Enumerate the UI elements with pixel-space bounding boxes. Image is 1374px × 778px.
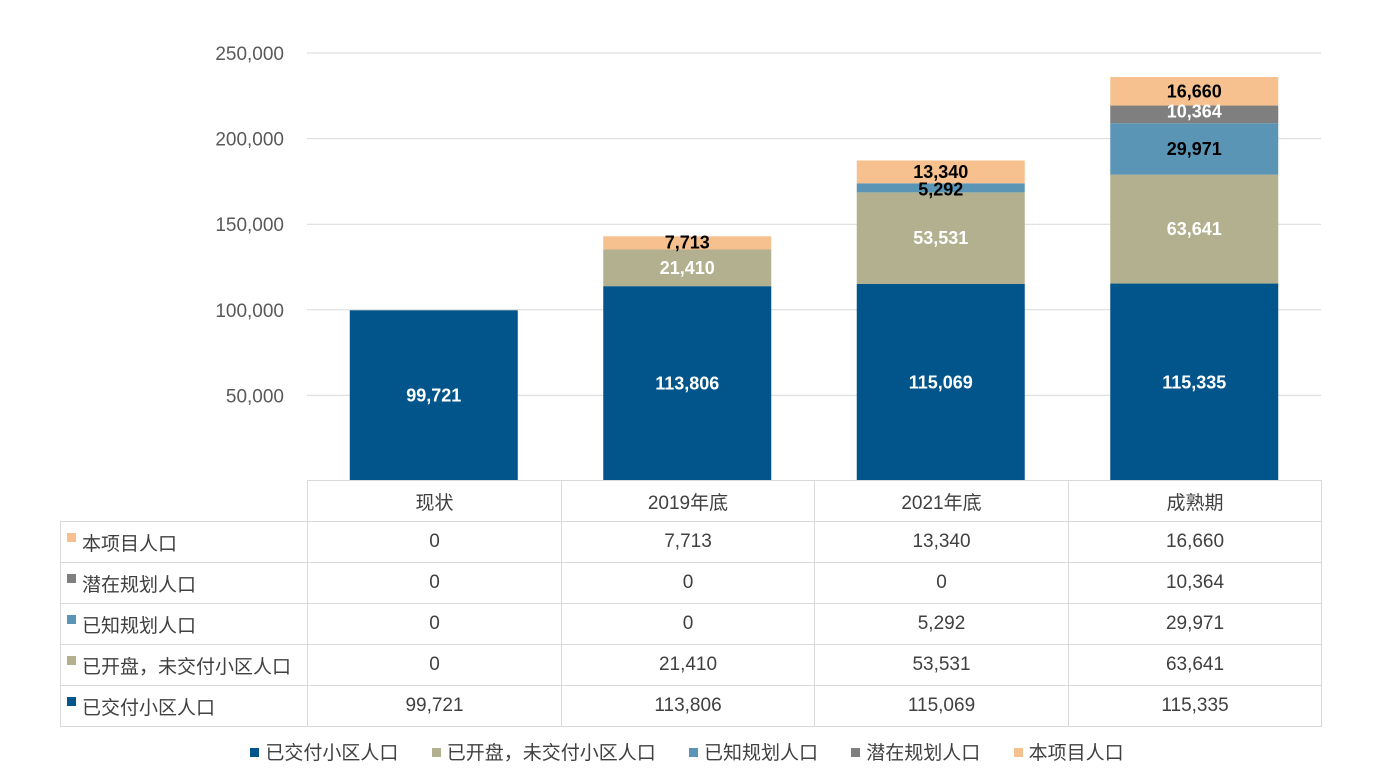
table-cell: 13,340 (814, 521, 1069, 563)
table-row-header: 潜在规划人口 (60, 562, 308, 604)
bar-value-label: 16,660 (1167, 81, 1222, 101)
bar-segment (856, 192, 1025, 285)
table-cell: 53,531 (814, 644, 1069, 686)
table-row-header: 本项目人口 (60, 521, 308, 563)
table-cell: 10,364 (1068, 562, 1322, 604)
table-cell: 115,335 (1068, 685, 1322, 727)
bar-value-label: 21,410 (660, 258, 715, 278)
table-header-cell: 2019年底 (561, 480, 815, 522)
legend-item: 已交付小区人口 (250, 738, 398, 765)
legend-square-icon (1013, 748, 1023, 757)
table-cell: 99,721 (307, 685, 562, 727)
bar-segment (603, 286, 772, 480)
bar-value-label: 115,069 (909, 373, 973, 393)
legend-label: 本项目人口 (1028, 743, 1124, 764)
legend-key-icon (67, 696, 76, 706)
legend-label: 已知规划人口 (703, 743, 818, 764)
bar-segment (1110, 77, 1279, 106)
table-header-cell: 现状 (307, 480, 562, 522)
row-label: 已交付小区人口 (82, 697, 216, 719)
table-cell: 113,806 (561, 685, 815, 727)
table-row-header: 已开盘，未交付小区人口 (60, 644, 308, 686)
legend-key-icon (67, 614, 76, 624)
legend-item: 已知规划人口 (688, 738, 818, 765)
table-cell: 0 (561, 603, 815, 645)
bar-segment (349, 310, 518, 480)
table-cell: 0 (307, 603, 562, 645)
table-cell: 21,410 (561, 644, 815, 686)
bar-value-label: 63,641 (1167, 219, 1222, 239)
table-header-row: 现状 2019年底 2021年底 成熟期 (60, 480, 1322, 522)
table-cell: 0 (307, 521, 562, 563)
table-cell: 0 (561, 562, 815, 604)
y-tick-label: 150,000 (215, 215, 284, 236)
table-cell: 0 (307, 562, 562, 604)
table-cell: 0 (814, 562, 1069, 604)
bar-segment (856, 183, 1025, 193)
table-cell: 16,660 (1068, 521, 1322, 563)
bar-segment (603, 249, 772, 287)
table-row: 已交付小区人口 99,721 113,806 115,069 115,335 (60, 685, 1322, 727)
table-row: 已开盘，未交付小区人口 0 21,410 53,531 63,641 (60, 644, 1322, 686)
y-tick-label: 200,000 (215, 130, 284, 151)
table-row: 潜在规划人口 0 0 0 10,364 (60, 562, 1322, 604)
table-row-header: 已知规划人口 (60, 603, 308, 645)
legend-key-icon (67, 655, 76, 665)
table-cell: 115,069 (814, 685, 1069, 727)
row-label: 已知规划人口 (82, 615, 197, 637)
bar-value-label: 115,335 (1162, 372, 1226, 392)
bars (349, 77, 1279, 480)
bar-segment (1110, 174, 1279, 284)
bar-value-label: 13,340 (913, 162, 968, 182)
legend-item: 已开盘，未交付小区人口 (431, 738, 656, 765)
row-label: 潜在规划人口 (82, 574, 197, 596)
y-tick-label: 50,000 (226, 386, 284, 407)
legend-item: 潜在规划人口 (851, 738, 980, 765)
table-row-header: 已交付小区人口 (60, 685, 308, 727)
table-row: 本项目人口 0 7,713 13,340 16,660 (60, 521, 1322, 563)
table-cell: 63,641 (1068, 644, 1322, 686)
bar-segment (1110, 123, 1279, 175)
bar-data-labels: 99,721 113,806 21,410 7,713 115,069 53,531 5,2… (406, 81, 1226, 405)
table-cell: 0 (307, 644, 562, 686)
legend-label: 已交付小区人口 (265, 743, 399, 764)
bar-segment (856, 284, 1025, 480)
table-row: 已知规划人口 0 0 5,292 29,971 (60, 603, 1322, 645)
table-cell: 7,713 (561, 521, 815, 563)
data-table: 现状 2019年底 2021年底 成熟期 本项目人口 0 7,713 13,34… (60, 480, 1322, 727)
legend-item: 本项目人口 (1013, 738, 1124, 765)
row-label: 本项目人口 (82, 533, 178, 555)
bar-segment (603, 236, 772, 250)
stacked-bar-chart: - 50,000 100,000 150,000 200,000 250,000 99,7… (215, 44, 1321, 480)
bar-value-label: 29,971 (1167, 139, 1222, 159)
legend-square-icon (431, 748, 441, 757)
table-header-cell: 2021年底 (814, 480, 1069, 522)
bar-value-label: 99,721 (406, 386, 461, 406)
bar-value-label: 5,292 (918, 179, 963, 199)
bar-segment (1110, 283, 1279, 480)
row-label: 已开盘，未交付小区人口 (82, 656, 292, 678)
legend-square-icon (250, 748, 260, 757)
bar-segment (1110, 105, 1279, 124)
table-cell: 29,971 (1068, 603, 1322, 645)
table-header-cell: 成熟期 (1068, 480, 1322, 522)
table-cell: 5,292 (814, 603, 1069, 645)
table-corner (60, 480, 308, 522)
legend-label: 已开盘，未交付小区人口 (446, 743, 656, 764)
y-axis-tick-labels: - 50,000 100,000 150,000 200,000 250,000 (215, 44, 284, 480)
chart-legend: 已交付小区人口 已开盘，未交付小区人口 已知规划人口 潜在规划人口 本项目人口 (0, 738, 1374, 765)
y-tick-label: 100,000 (215, 301, 284, 322)
legend-key-icon (67, 573, 76, 583)
legend-square-icon (688, 748, 698, 757)
bar-value-label: 10,364 (1167, 102, 1222, 122)
bar-segment (856, 160, 1025, 184)
bar-value-label: 113,806 (655, 374, 719, 394)
y-tick-label: 250,000 (215, 44, 284, 65)
y-tick-label: - (278, 472, 284, 480)
legend-key-icon (67, 532, 76, 542)
bar-value-label: 7,713 (665, 232, 710, 252)
legend-square-icon (851, 748, 861, 757)
legend-label: 潜在规划人口 (866, 743, 981, 764)
bar-value-label: 53,531 (913, 228, 968, 248)
